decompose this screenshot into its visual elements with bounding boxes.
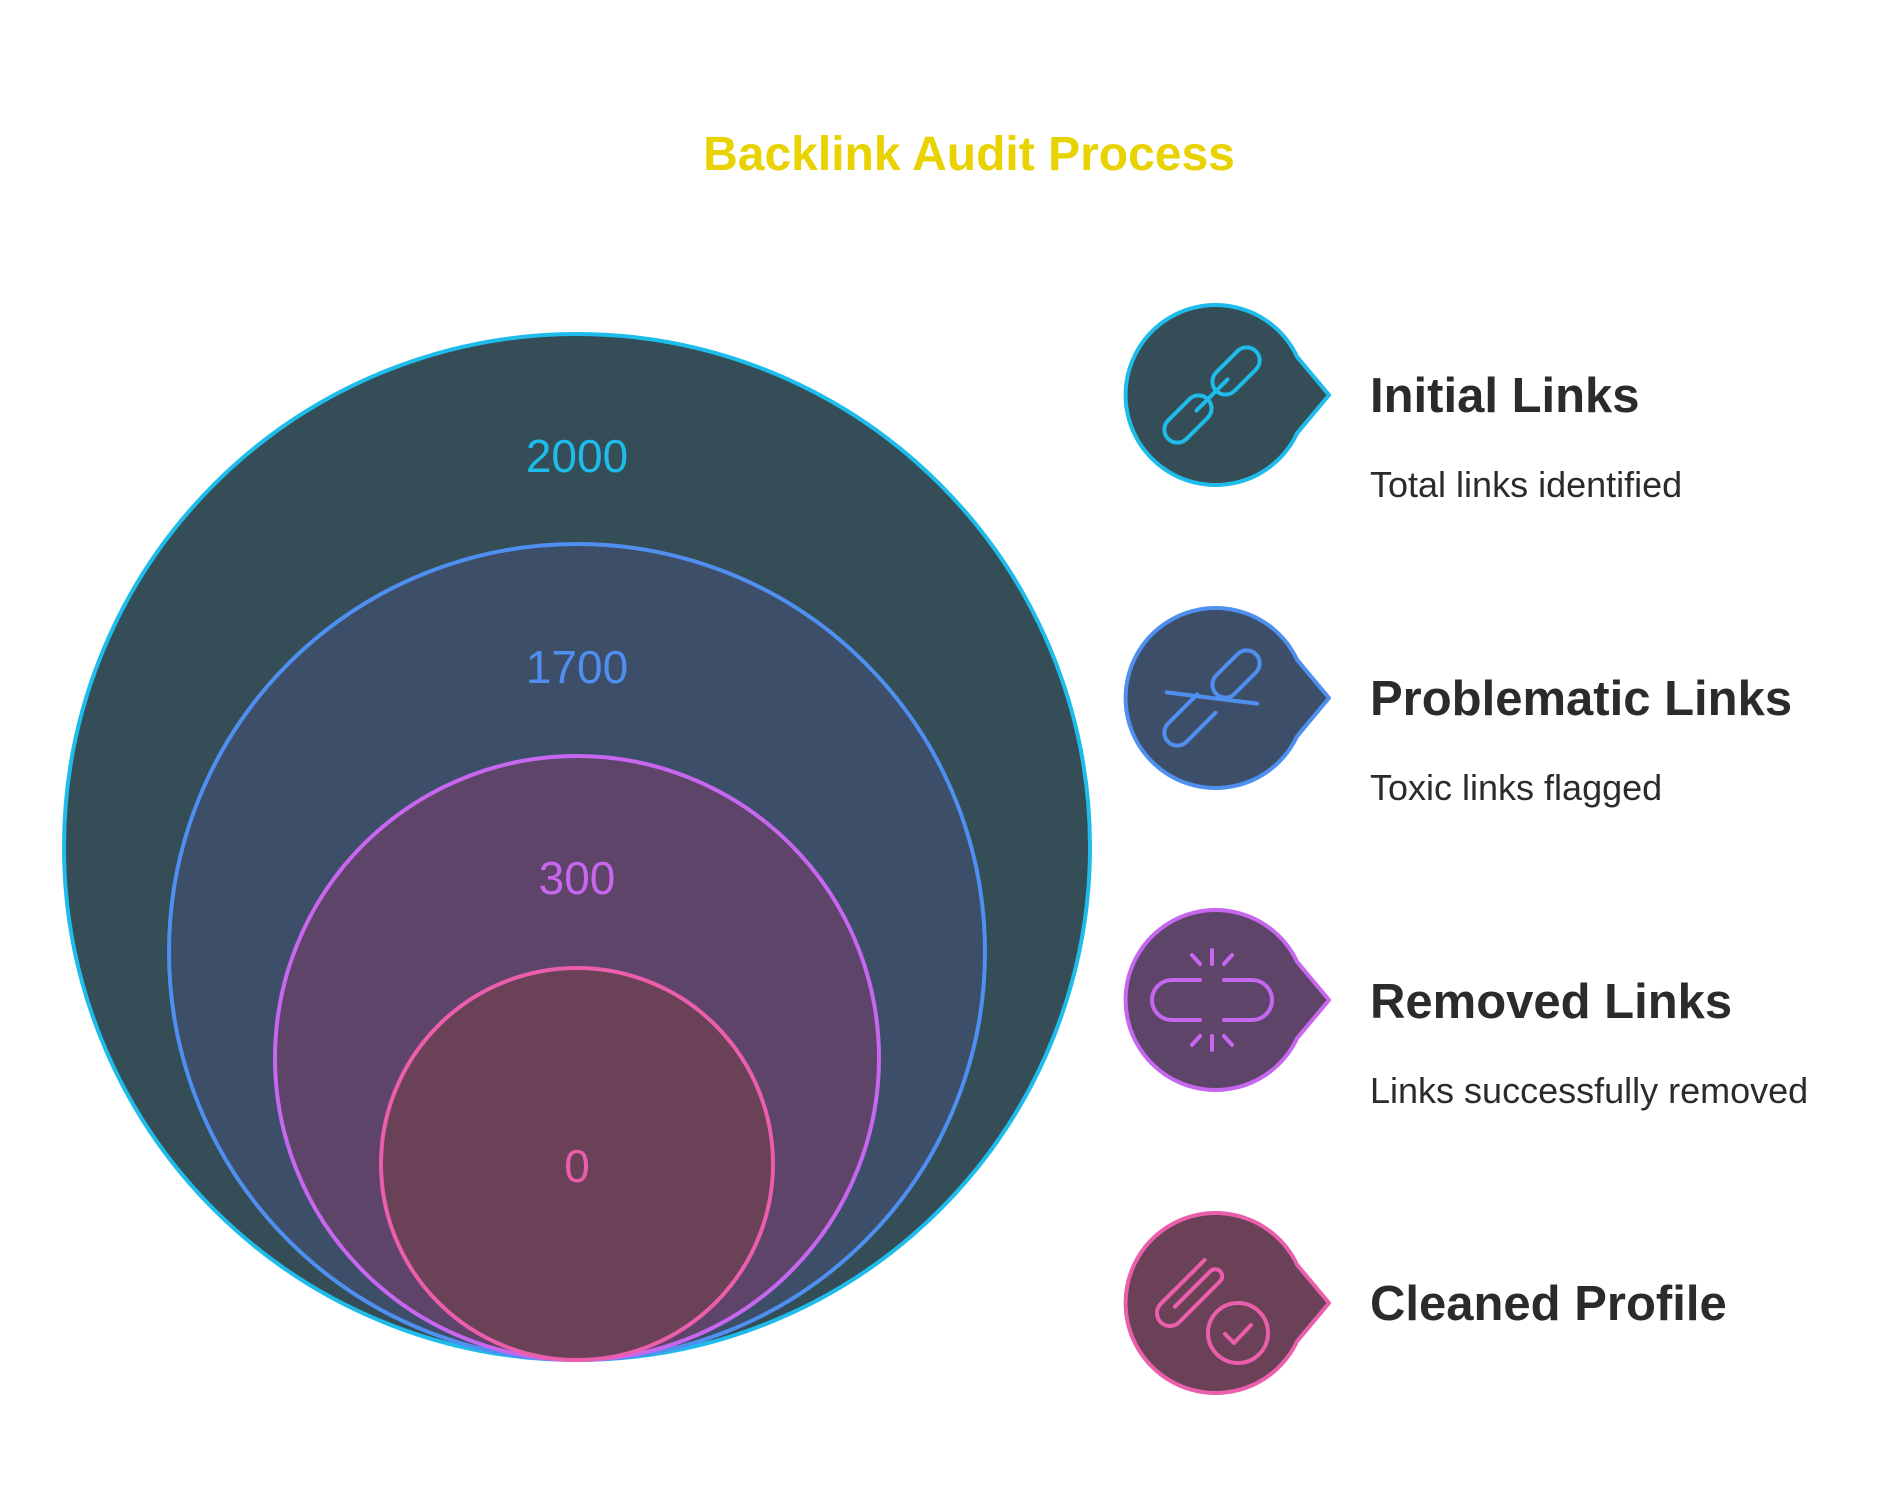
legend-item-removed-links <box>1123 908 1331 1092</box>
value-removed-links: 300 <box>539 852 616 904</box>
diagram-title: Backlink Audit Process <box>703 128 1235 181</box>
legend-label-initial-links: Initial Links <box>1370 369 1640 423</box>
legend-label-removed-links: Removed Links <box>1370 975 1732 1029</box>
legend-item-initial-links <box>1123 303 1331 487</box>
legend-marker-removed-links <box>1123 908 1331 1092</box>
slashed-link-icon <box>1162 648 1262 748</box>
paperclip-check-icon <box>1155 1258 1270 1365</box>
legend-desc-initial-links: Total links identified <box>1370 464 1682 505</box>
chain-link-icon <box>1162 345 1262 445</box>
value-initial-links: 2000 <box>526 430 628 482</box>
legend-item-problematic-links <box>1123 606 1331 790</box>
legend-item-cleaned-profile <box>1123 1211 1331 1395</box>
nested-circles <box>62 332 1092 1362</box>
circle-cleaned-profile <box>379 966 775 1362</box>
legend-desc-removed-links: Links successfully removed <box>1370 1070 1808 1111</box>
value-cleaned-profile: 0 <box>564 1140 590 1192</box>
legend-label-cleaned-profile: Cleaned Profile <box>1370 1277 1727 1331</box>
legend-label-problematic-links: Problematic Links <box>1370 672 1792 726</box>
value-problematic-links: 1700 <box>526 641 628 693</box>
legend-desc-problematic-links: Toxic links flagged <box>1370 767 1662 808</box>
broken-link-icon <box>1150 948 1274 1052</box>
